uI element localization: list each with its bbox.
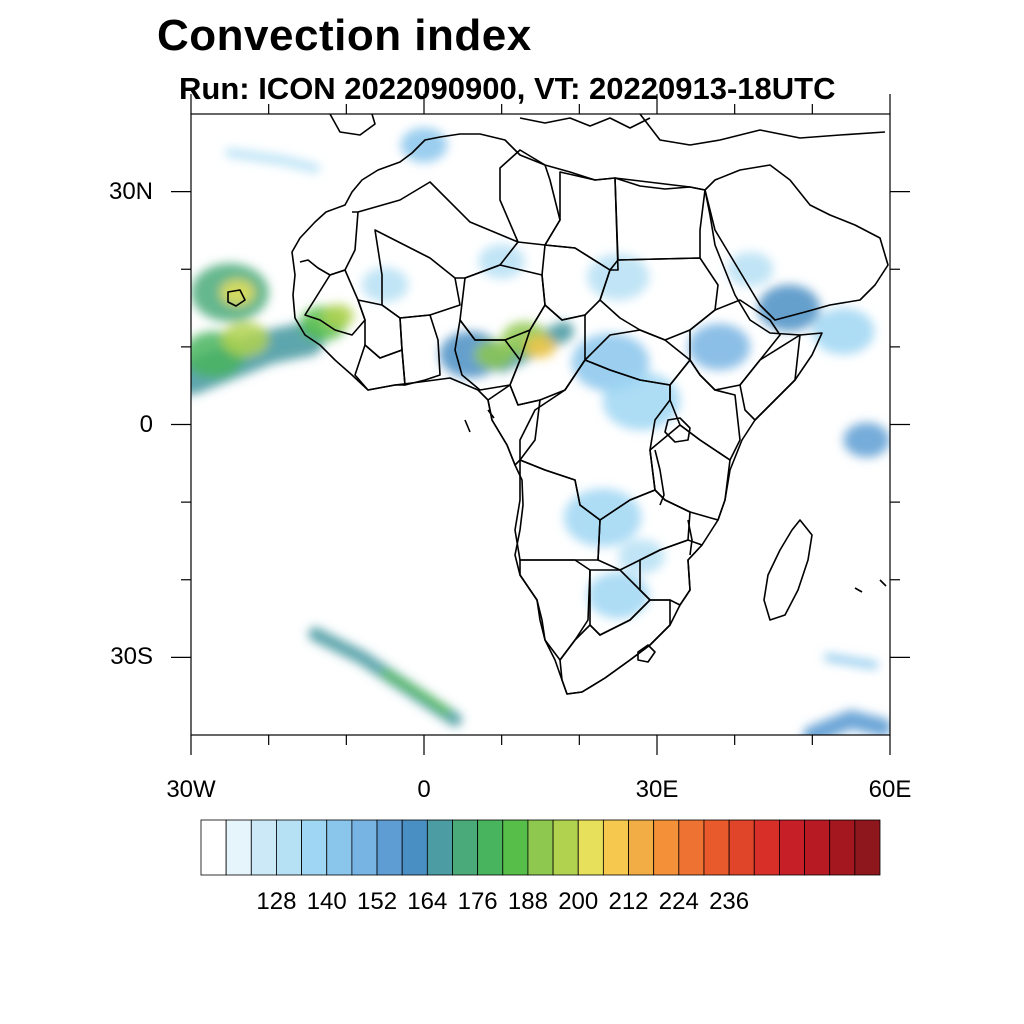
convection-cell: [220, 279, 255, 306]
canary-islands: [227, 289, 246, 307]
colorbar-swatch: [326, 819, 353, 876]
colorbar-swatch: [376, 819, 403, 876]
convection-cell: [474, 340, 514, 370]
border: [669, 359, 741, 461]
colorbar-swatch: [577, 819, 604, 876]
colorbar: [200, 819, 881, 876]
border: [649, 424, 731, 521]
convection-field: [191, 127, 890, 735]
colorbar-swatch: [678, 819, 705, 876]
colorbar-swatch: [225, 819, 252, 876]
colorbar-swatch: [502, 819, 529, 876]
colorbar-label: 164: [407, 888, 448, 915]
iberia-coast: [329, 114, 376, 136]
colorbar-swatch: [426, 819, 453, 876]
x-tick-label: 60E: [868, 776, 912, 803]
border: [304, 269, 366, 336]
mediterranean-north-coast: [519, 114, 886, 146]
x-tick-label: 30W: [166, 776, 216, 803]
colorbar-label: 224: [658, 888, 699, 915]
colorbar-swatch: [250, 819, 277, 876]
border: [354, 344, 406, 391]
madagascar: [763, 519, 813, 621]
colorbar-label: 140: [306, 888, 347, 915]
convection-cell: [602, 372, 681, 431]
border: [299, 211, 359, 276]
colorbar-swatch: [804, 819, 831, 876]
arabia-coastline: [704, 164, 889, 321]
colorbar-swatch: [753, 819, 780, 876]
colorbar-label: 152: [357, 888, 398, 915]
colorbar-swatch: [200, 819, 227, 876]
convection-cell: [757, 284, 821, 332]
border: [739, 334, 801, 421]
convection-cell: [524, 335, 557, 359]
convection-cell: [726, 251, 774, 287]
colorbar-swatch: [829, 819, 856, 876]
convection-cell: [323, 304, 355, 328]
colorbar-label: 212: [608, 888, 649, 915]
axis-ticks: [171, 94, 910, 755]
border: [637, 644, 656, 663]
border: [487, 384, 541, 466]
map-subtitle: Run: ICON 2022090900, VT: 20220913-18UTC: [179, 71, 836, 106]
colorbar-label: 236: [709, 888, 750, 915]
colorbar-swatch: [276, 819, 302, 876]
border: [559, 599, 671, 695]
border: [399, 314, 441, 386]
map-title: Convection index: [157, 11, 532, 60]
colorbar-swatch: [351, 819, 378, 876]
map-frame: [190, 113, 891, 736]
lake-tanganyika: [654, 449, 665, 506]
y-tick-label: 0: [139, 410, 153, 438]
convection-cell: [222, 321, 269, 357]
x-tick-label: 30E: [635, 776, 679, 803]
convection-cell: [618, 538, 665, 574]
x-tick-label: 0: [417, 776, 431, 803]
border: [357, 299, 403, 359]
convection-band: [803, 709, 890, 735]
gulf-islands: [464, 409, 887, 593]
convection-band: [225, 148, 320, 173]
colorbar-swatch: [602, 819, 629, 876]
colorbar-swatch: [854, 819, 881, 876]
colorbar-swatch: [779, 819, 805, 876]
border: [499, 149, 561, 246]
country-borders: [227, 114, 889, 695]
lake-victoria: [664, 417, 691, 443]
convection-cell: [478, 244, 525, 279]
colorbar-label: 128: [256, 888, 297, 915]
colorbar-swatch: [301, 819, 328, 876]
colorbar-swatch: [728, 819, 755, 876]
colorbar-swatch: [527, 819, 554, 876]
africa-coastline: [291, 133, 823, 695]
border: [639, 539, 703, 606]
convection-cell: [812, 308, 875, 355]
colorbar-swatch: [452, 819, 479, 876]
convection-cell: [843, 422, 890, 458]
colorbar-swatch: [552, 819, 579, 876]
lake-malawi: [687, 519, 693, 556]
colorbar-label: 188: [507, 888, 548, 915]
border: [519, 559, 591, 661]
convection-band: [823, 653, 879, 670]
colorbar-swatch: [703, 819, 730, 876]
y-tick-label: 30N: [108, 177, 153, 205]
convection-cell: [688, 323, 751, 371]
border: [614, 177, 706, 261]
colorbar-swatch: [628, 819, 655, 876]
y-tick-label: 30S: [110, 643, 153, 671]
convection-cell: [361, 267, 409, 303]
colorbar-swatch: [401, 819, 428, 876]
colorbar-swatch: [477, 819, 504, 876]
border: [514, 459, 601, 561]
colorbar-label: 200: [558, 888, 599, 915]
colorbar-label: 176: [457, 888, 498, 915]
convection-band: [381, 669, 452, 716]
colorbar-swatch: [653, 819, 680, 876]
convection-cell: [400, 127, 448, 163]
